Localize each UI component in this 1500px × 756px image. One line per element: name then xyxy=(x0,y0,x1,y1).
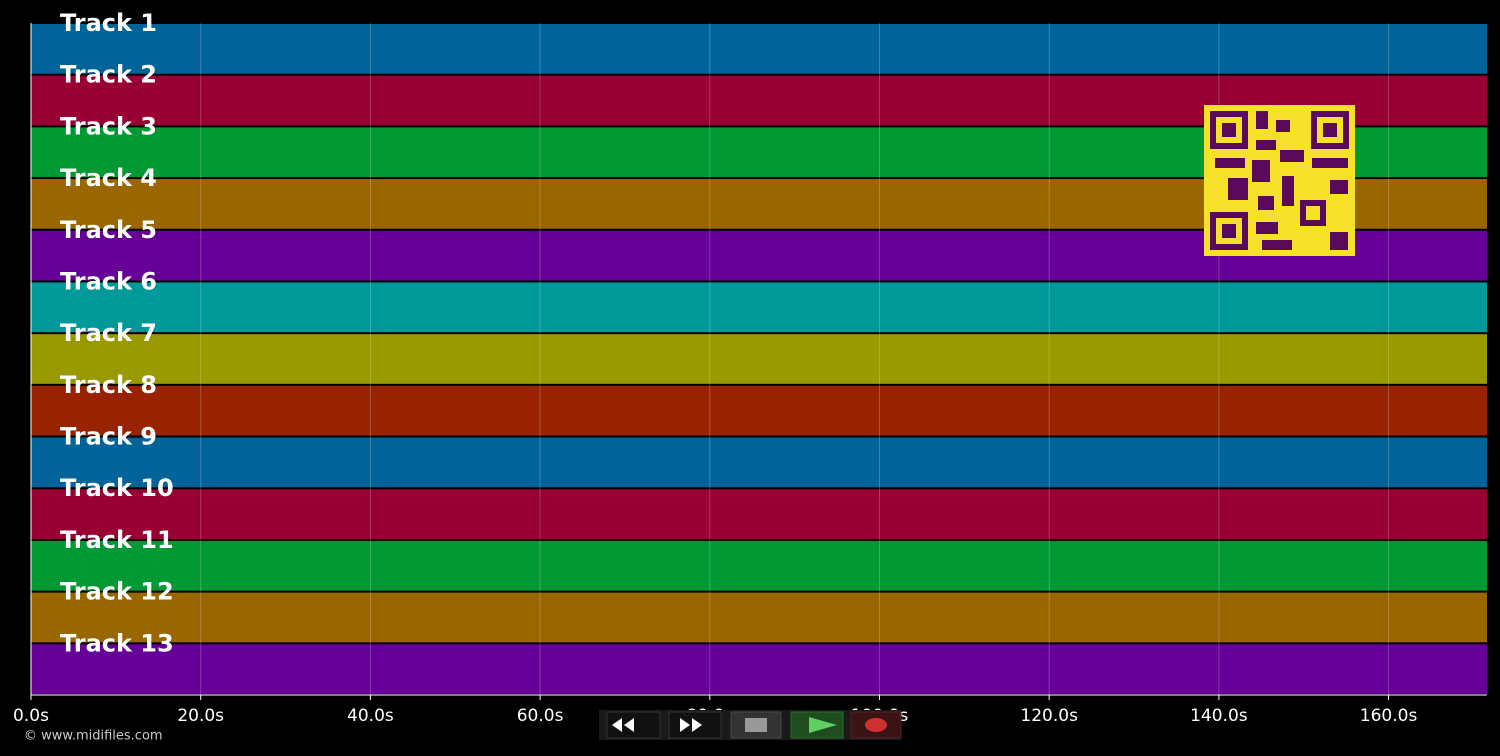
track-label: Track 8 xyxy=(60,371,157,399)
stop-button[interactable] xyxy=(730,711,782,739)
x-tick-label: 0.0s xyxy=(13,706,49,726)
x-tick-label: 20.0s xyxy=(177,706,224,726)
track-label: Track 2 xyxy=(60,61,157,89)
track-label: Track 11 xyxy=(60,526,174,554)
time-axis: 0.0s20.0s40.0s60.0s80.0s100.0s120.0s140.… xyxy=(13,23,1487,726)
track-lane xyxy=(31,24,1487,74)
track-label: Track 10 xyxy=(60,474,174,502)
track-label: Track 3 xyxy=(60,112,157,140)
qr-code xyxy=(1204,105,1355,256)
track-label: Track 7 xyxy=(60,319,157,347)
transport-controls xyxy=(599,710,902,740)
fast-forward-button[interactable] xyxy=(668,711,722,739)
track-label: Track 1 xyxy=(60,9,157,37)
track-lane xyxy=(31,489,1487,539)
x-tick-label: 40.0s xyxy=(347,706,394,726)
track-label: Track 4 xyxy=(60,164,157,192)
x-tick-label: 120.0s xyxy=(1020,706,1078,726)
track-lane xyxy=(31,437,1487,488)
track-labels: Track 1 Track 2 Track 3 Track 4 Track 5 Track… xyxy=(60,9,174,657)
track-lane xyxy=(31,334,1487,384)
track-lane xyxy=(31,644,1487,694)
track-lane xyxy=(31,282,1487,333)
record-button[interactable] xyxy=(850,711,902,739)
play-button[interactable] xyxy=(790,711,844,739)
x-tick-label: 60.0s xyxy=(517,706,564,726)
x-tick-label: 140.0s xyxy=(1190,706,1248,726)
track-lane xyxy=(31,592,1487,643)
track-lane xyxy=(31,385,1487,436)
track-lane xyxy=(31,540,1487,591)
track-label: Track 13 xyxy=(60,629,174,657)
track-label: Track 5 xyxy=(60,216,157,244)
rewind-button[interactable] xyxy=(606,711,661,739)
credit: © www.midifiles.com xyxy=(24,729,163,744)
track-label: Track 6 xyxy=(60,267,157,295)
x-tick-label: 160.0s xyxy=(1360,706,1418,726)
track-label: Track 9 xyxy=(60,423,157,451)
track-label: Track 12 xyxy=(60,578,174,606)
